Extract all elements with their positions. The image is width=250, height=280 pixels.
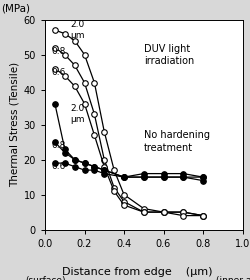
Text: 0.8: 0.8 [51,46,65,56]
Text: (surface): (surface) [25,276,65,280]
Text: DUV light
irradiation: DUV light irradiation [144,44,194,66]
Text: 0.8: 0.8 [51,141,65,150]
Text: 0.6: 0.6 [51,67,65,77]
Text: 2.0
μm: 2.0 μm [71,104,85,124]
Text: Distance from edge    (μm): Distance from edge (μm) [62,267,213,277]
Y-axis label: Thermal Stress (Tensile): Thermal Stress (Tensile) [10,62,20,187]
Text: No hardening
treatment: No hardening treatment [144,130,210,153]
Text: 0.6: 0.6 [51,162,65,171]
Text: (MPa): (MPa) [2,3,30,13]
Text: (inner area): (inner area) [216,276,250,280]
Text: 2.0
μm: 2.0 μm [71,20,85,40]
